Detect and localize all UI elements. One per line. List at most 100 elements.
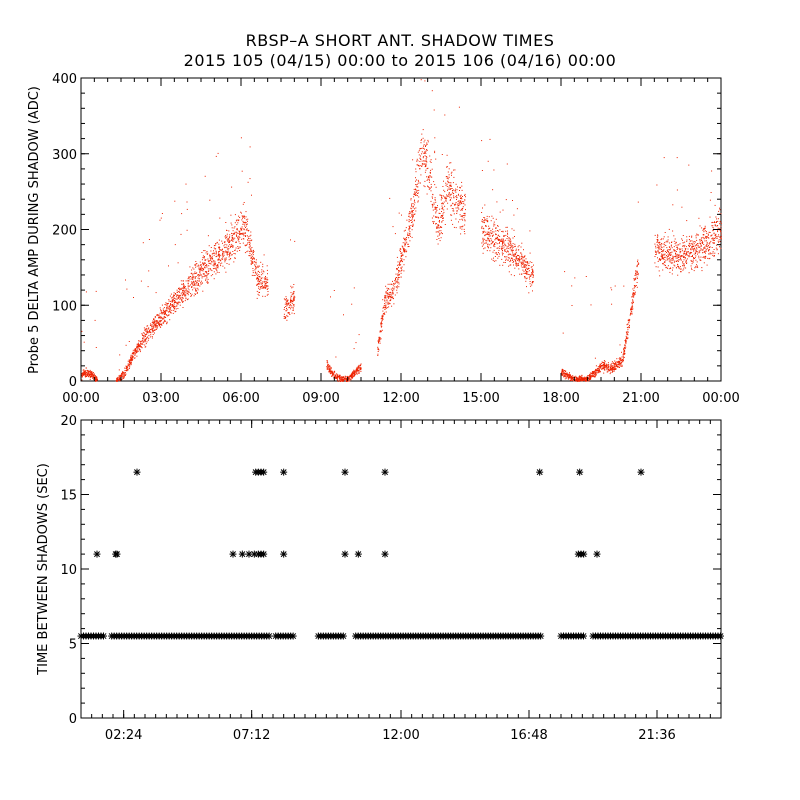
top-data-point [684,250,686,252]
top-data-point [386,300,388,302]
top-data-point [265,277,266,279]
top-data-point [220,260,222,262]
top-data-point [254,271,256,273]
top-data-point [707,246,709,248]
top-data-point [206,275,208,277]
top-data-point [455,183,457,185]
top-data-point [90,373,92,375]
top-data-point [342,377,344,379]
top-data-point [252,257,254,259]
top-data-point [483,217,485,218]
top-data-point [701,267,703,269]
top-data-point [673,250,675,252]
top-data-point [450,194,452,196]
top-data-point [333,371,335,373]
top-data-point [266,294,268,296]
top-data-point [144,340,146,342]
top-data-point [636,272,638,273]
top-data-point [140,342,142,344]
top-data-point [637,272,639,274]
top-data-point [509,239,511,241]
top-data-point [521,256,523,258]
top-data-point [200,264,202,266]
top-data-point [532,271,534,273]
top-data-point [183,290,185,292]
top-data-point [169,310,171,312]
top-data-point [185,295,187,297]
top-data-point [124,372,126,373]
top-data-point [176,303,178,305]
top-data-point [386,307,388,309]
top-data-point [661,255,663,257]
top-data-point [626,338,628,339]
top-data-point [260,287,262,289]
top-data-point [166,314,167,316]
top-data-point [88,376,90,378]
top-data-point [173,308,175,310]
top-data-point [388,293,390,295]
top-data-point [254,272,256,274]
top-data-point [90,371,91,373]
top-data-point [241,233,243,235]
top-data-point [410,199,412,201]
top-data-point [525,269,526,271]
top-data-point [531,266,533,268]
top-data-point [129,363,131,365]
top-data-point [335,373,337,375]
top-data-point [159,219,161,221]
top-data-point [710,235,712,237]
top-data-point [493,249,495,251]
top-data-point [378,338,380,340]
top-data-point [286,301,288,303]
top-data-point [384,303,386,305]
top-data-point [494,246,496,248]
top-data-point [154,330,156,331]
top-data-point [226,229,227,231]
top-data-point [635,270,637,272]
top-data-point [569,375,571,376]
top-data-point [587,375,589,377]
top-data-point [289,314,291,315]
top-data-point [163,313,165,315]
top-data-point [291,287,293,289]
top-data-point [167,303,169,305]
top-data-point [507,251,509,253]
top-data-point [513,255,515,257]
top-data-point [181,299,183,301]
top-data-point [190,295,192,297]
top-data-point [247,230,249,231]
top-data-point [509,247,511,249]
top-data-point [418,181,420,183]
top-data-point [507,254,509,256]
top-data-point [231,232,232,234]
top-data-point [596,371,597,373]
top-data-point [151,322,153,323]
top-data-point [459,203,461,205]
top-data-point [700,245,702,247]
top-data-point [181,300,183,302]
top-data-point [631,311,633,313]
top-data-point [439,220,440,221]
top-data-point [507,239,509,241]
top-data-point [218,259,220,261]
top-data-point [619,363,621,365]
top-data-point [661,256,663,258]
top-data-point [661,250,662,252]
top-data-point [210,275,212,277]
top-data-point [656,244,658,246]
top-data-point [521,257,523,259]
top-data-point [334,375,336,377]
top-data-point [244,221,246,223]
top-data-point [191,281,193,283]
top-data-point [580,375,582,377]
top-data-point [505,234,507,236]
top-data-point [231,224,233,226]
top-data-point [182,294,184,296]
top-data-point [225,271,227,273]
top-panel: 00:00 03:00 06:00 09:00 12:00 15:00 18:00 21:00… [27,72,740,406]
top-data-point [405,242,407,244]
top-data-point [443,201,445,203]
top-data-point [525,280,527,282]
top-data-point [135,349,136,351]
top-data-point [234,257,236,259]
